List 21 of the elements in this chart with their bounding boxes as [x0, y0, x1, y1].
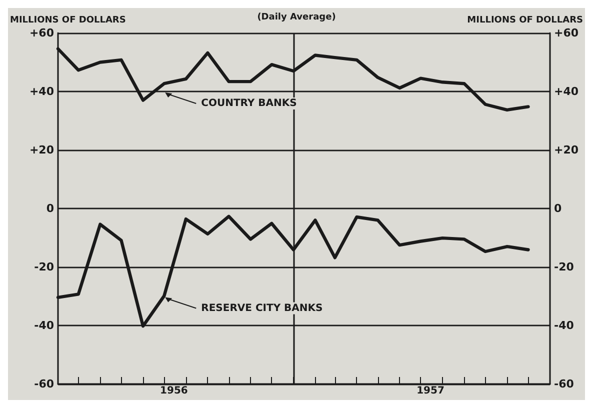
y2-tick-label: -40: [554, 319, 574, 332]
y-tick-label: +60: [29, 26, 54, 40]
x-tick-label: 1957: [416, 386, 444, 396]
y2-tick-label: +60: [554, 26, 579, 40]
y2-tick-label: +40: [554, 85, 579, 98]
y2-tick-label: -60: [554, 378, 574, 390]
y-axis-title: MILLIONS OF DOLLARS: [10, 16, 126, 26]
y2-tick-label: +20: [554, 144, 579, 156]
y2-tick-label: 0: [554, 202, 562, 215]
y-tick-label: -20: [34, 260, 54, 274]
x-tick-label: 1956: [160, 386, 188, 396]
y-tick-label: +20: [29, 144, 54, 156]
y-tick-label: 0: [46, 202, 54, 215]
y-tick-label: -40: [34, 319, 54, 332]
y2-tick-label: -20: [554, 260, 574, 274]
annotation: COUNTRY BANKS: [201, 98, 297, 109]
y2-axis-title: MILLIONS OF DOLLARS: [467, 16, 584, 26]
chart-title: (Daily Average): [257, 12, 336, 22]
y-tick-label: +40: [29, 85, 54, 98]
y-tick-label: -60: [34, 378, 54, 390]
annotation: RESERVE CITY BANKS: [201, 302, 323, 314]
